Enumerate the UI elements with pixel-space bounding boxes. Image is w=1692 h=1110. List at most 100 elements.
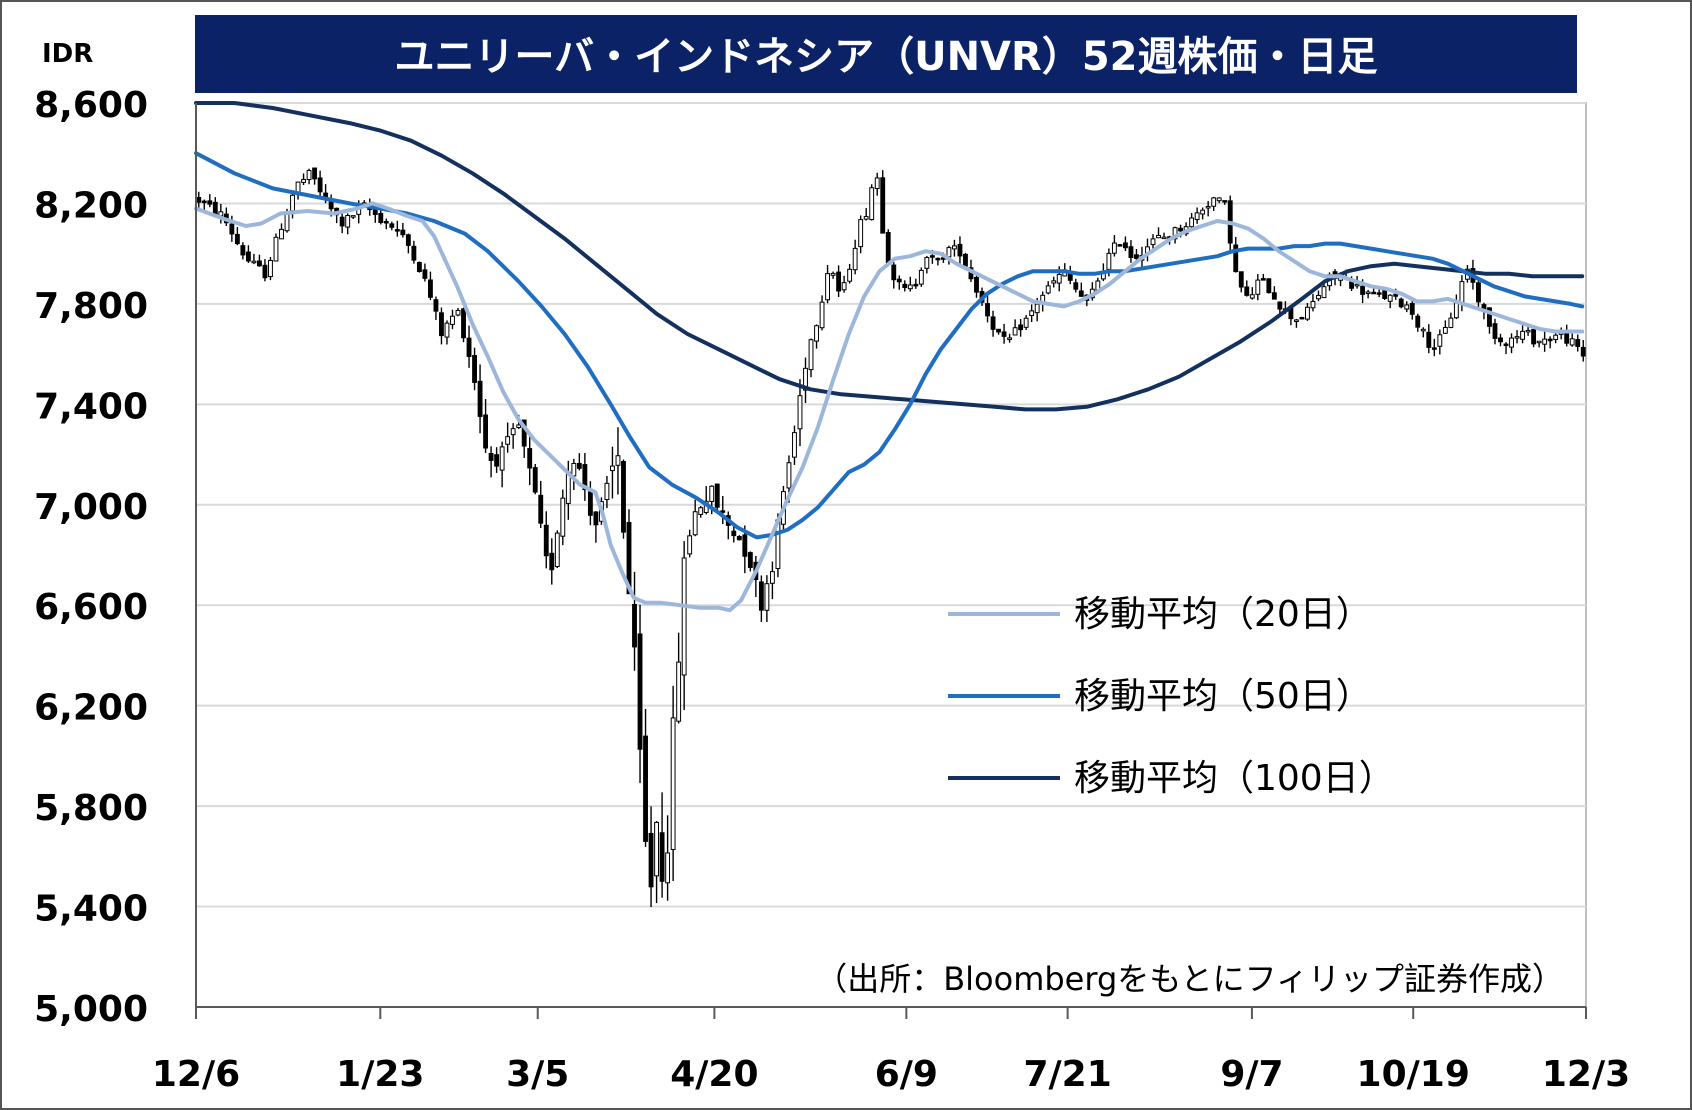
candle-body — [416, 262, 422, 272]
candle-body — [1045, 285, 1051, 294]
candle-body — [1316, 294, 1321, 300]
legend-item-ma50: 移動平均（50日） — [948, 676, 1372, 717]
candle-body — [985, 303, 990, 317]
candle-body — [797, 395, 803, 430]
candle-body — [1476, 282, 1481, 303]
candle-body — [863, 216, 869, 220]
candle-body — [1448, 317, 1454, 328]
candle-body — [268, 259, 273, 278]
candle-body — [654, 821, 660, 877]
candle-body — [769, 571, 775, 584]
candle-body — [378, 212, 384, 224]
candle-body — [196, 196, 202, 203]
candle-body — [273, 236, 279, 262]
candle-body — [626, 522, 632, 595]
legend-item-ma20: 移動平均（20日） — [948, 594, 1372, 635]
y-tick-label: 6,200 — [34, 688, 148, 729]
candle-body — [505, 436, 511, 445]
candle-body — [405, 234, 411, 246]
candle-body — [455, 309, 461, 316]
candle-body — [803, 367, 808, 391]
candle-body — [918, 269, 924, 285]
candle-body — [1382, 290, 1388, 300]
x-tick-label: 6/9 — [875, 1054, 938, 1095]
candle-body — [1051, 280, 1057, 284]
candle-body — [1542, 338, 1548, 345]
candle-body — [946, 247, 952, 258]
candle-body — [444, 322, 450, 338]
candle-body — [301, 178, 306, 183]
candle-body — [1029, 310, 1035, 316]
candle-body — [896, 278, 902, 283]
candle-body — [279, 228, 284, 240]
candle-body — [383, 220, 389, 224]
candle-body — [427, 279, 433, 298]
candle-body — [1321, 286, 1327, 299]
candle-body — [852, 247, 858, 271]
candle-body — [676, 661, 682, 722]
candle-body — [935, 257, 941, 261]
candle-body — [576, 462, 582, 469]
candle-body — [1007, 337, 1013, 340]
candle-body — [1310, 300, 1316, 309]
candle-body — [1034, 303, 1040, 314]
x-tick-label: 3/5 — [506, 1054, 569, 1095]
candle-body — [974, 276, 979, 293]
ma100-line — [194, 101, 1585, 412]
candle-body — [709, 485, 715, 502]
candle-body — [339, 216, 345, 227]
gridlines — [196, 102, 1586, 908]
x-tick-label: 12/3 — [1542, 1054, 1630, 1095]
candle-body — [527, 448, 533, 469]
candle-body — [1244, 286, 1250, 296]
candle-body — [1255, 279, 1261, 295]
candle-body — [681, 557, 687, 676]
y-tick-label: 7,800 — [34, 286, 148, 327]
candle-body — [538, 494, 544, 524]
y-axis-ticks: 5,000 5,400 5,800 6,200 6,600 7,000 7,400 7,800… — [34, 85, 148, 1030]
x-tick-label: 10/19 — [1357, 1054, 1470, 1095]
candle-body — [698, 507, 704, 515]
candle-body — [841, 282, 847, 291]
candle-body — [610, 465, 615, 472]
x-tick-label: 4/20 — [670, 1054, 758, 1095]
moving-averages — [194, 101, 1585, 613]
candle-body — [731, 530, 737, 537]
candle-body — [1365, 291, 1371, 294]
candle-body — [422, 269, 428, 279]
candle-body — [1205, 205, 1211, 209]
candle-body — [1498, 337, 1503, 343]
candle-body — [510, 428, 516, 436]
candle-body — [1018, 324, 1024, 331]
candle-body — [1387, 294, 1393, 302]
candle-body — [1150, 238, 1156, 246]
candle-body — [963, 253, 968, 267]
candle-body — [687, 535, 693, 555]
candle-body — [1547, 338, 1553, 342]
candle-body — [1200, 209, 1206, 215]
candle-body — [913, 283, 919, 287]
candle-body — [1442, 326, 1448, 334]
candle-body — [212, 201, 218, 215]
candle-body — [1536, 340, 1542, 344]
candle-body — [554, 532, 560, 568]
candle-body — [1580, 346, 1586, 357]
candle-body — [240, 245, 246, 256]
candle-body — [1398, 298, 1404, 308]
candle-body — [1426, 331, 1432, 348]
candle-body — [880, 177, 886, 234]
candle-body — [1238, 271, 1244, 288]
candle-body — [461, 308, 466, 339]
candle-body — [1128, 246, 1134, 259]
candle-body — [1117, 244, 1123, 247]
candle-body — [1122, 242, 1128, 249]
candle-body — [499, 446, 505, 471]
candle-body — [907, 284, 913, 290]
candle-body — [1531, 328, 1537, 345]
ma50-line — [194, 151, 1585, 540]
y-tick-label: 5,400 — [34, 889, 148, 930]
candle-body — [1106, 252, 1112, 270]
candle-body — [736, 536, 742, 541]
candle-body — [742, 534, 748, 557]
